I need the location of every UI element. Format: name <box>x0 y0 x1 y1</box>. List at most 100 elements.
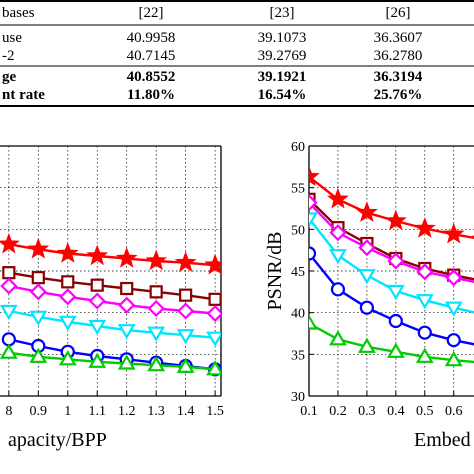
results-table: bases [22] [23] [26] use 40.9958 39.1073… <box>0 0 474 107</box>
chart-left-data-point <box>208 292 221 306</box>
chart-right-data-point <box>415 294 434 310</box>
chart-left-data-point <box>58 315 77 332</box>
chart-left-data-point <box>0 304 18 321</box>
chart-right-data-point <box>309 314 318 330</box>
chart-left-data-point <box>147 355 166 372</box>
chart-left-data-point <box>61 275 75 289</box>
chart-right-series-layer <box>309 165 474 369</box>
chart-left-data-point <box>88 292 106 310</box>
table-cell: 11.80% <box>127 87 175 103</box>
chart-left-data-point <box>0 277 18 295</box>
chart-right-data-point <box>444 301 463 317</box>
chart-left-data-point <box>90 278 104 292</box>
chart-left-data-point <box>29 347 48 363</box>
chart-right-y-tick-label: 60 <box>291 140 305 155</box>
chart-right-x-tick-label: 0.2 <box>329 404 347 419</box>
chart-right-series-line <box>309 252 474 346</box>
chart-left-x-tick-label: 1.5 <box>206 404 224 419</box>
chart-right-data-point <box>388 313 403 329</box>
chart-left-data-point <box>27 237 50 259</box>
chart-right-data-point <box>359 300 374 315</box>
chart-left-data-point <box>88 352 107 368</box>
chart-right-y-tick-label: 55 <box>291 182 305 197</box>
table-cell: 39.1073 <box>258 30 307 46</box>
chart-left: apacity/BPP 8 0.9 1 1.1 1.2 1.3 1.4 1.5 <box>0 145 224 451</box>
chart-left-data-point <box>176 329 195 345</box>
chart-left-data-point <box>117 324 136 340</box>
chart-right-data-point <box>387 252 405 270</box>
table-cell: 36.3607 <box>374 30 423 46</box>
chart-right-y-tick-label: 35 <box>291 348 305 363</box>
chart-right-data-point <box>329 249 347 265</box>
chart-left-data-point <box>2 266 16 280</box>
chart-left-data-point <box>56 242 79 263</box>
table-cell: 40.7145 <box>127 48 176 64</box>
chart-right-data-point <box>327 187 349 209</box>
chart-right-data-point <box>445 269 463 287</box>
chart-right-data-point <box>357 337 376 353</box>
chart-left-data-point <box>88 319 107 336</box>
table-row-label: -2 <box>2 48 15 64</box>
chart-left-data-point <box>120 281 134 296</box>
chart-right-data-point <box>386 342 405 358</box>
chart-right-data-point <box>357 269 376 285</box>
chart-left-x-tick-label: 1.2 <box>118 404 136 419</box>
chart-right: Embed PSNR/dB 0.1 0.2 0.3 0.4 0.5 0.6 30 35 40 45… <box>264 140 474 451</box>
chart-left-data-point <box>115 247 138 268</box>
chart-left-data-point <box>117 354 136 370</box>
chart-left-series-layer <box>0 232 221 377</box>
chart-left-data-point <box>86 244 109 266</box>
chart-right-y-tick-label: 45 <box>291 265 305 280</box>
table-cell: 39.1921 <box>258 69 307 85</box>
chart-right-data-point <box>309 212 318 228</box>
table-header-col-23: [23] <box>270 5 295 21</box>
chart-right-x-tick-label: 0.6 <box>445 404 463 419</box>
table-cell: 25.76% <box>374 87 423 103</box>
chart-right-data-point <box>356 201 378 222</box>
chart-right-data-point <box>358 239 376 257</box>
table-row-label: use <box>2 30 22 46</box>
chart-left-data-point <box>29 283 47 301</box>
chart-right-data-point <box>386 284 405 301</box>
chart-left-data-point <box>206 304 221 323</box>
chart-right-data-point <box>416 263 434 281</box>
chart-right-data-point <box>446 333 461 348</box>
chart-left-x-tick-label: 1 <box>64 404 71 419</box>
chart-left-x-tick-label: 1.1 <box>88 404 106 419</box>
chart-left-data-point <box>147 299 165 318</box>
table-cell: 16.54% <box>258 87 307 103</box>
chart-left-xlabel: apacity/BPP <box>8 429 107 451</box>
chart-right-data-point <box>444 350 463 367</box>
chart-right-x-tick-label: 0.5 <box>416 404 434 419</box>
chart-right-data-point <box>330 282 346 297</box>
chart-right-x-tick-label: 0.1 <box>300 404 318 419</box>
chart-left-data-point <box>118 296 136 314</box>
chart-right-data-point <box>309 246 317 261</box>
chart-right-data-point <box>442 222 465 244</box>
chart-right-xlabel: Embed <box>414 429 471 451</box>
table-cell: 36.2780 <box>374 48 423 64</box>
chart-left-x-tick-label: 0.9 <box>30 404 48 419</box>
chart-left-data-point <box>147 326 166 342</box>
table-row-label: nt rate <box>2 87 45 103</box>
table-cell: 39.2769 <box>258 48 307 64</box>
table-header-col-22: [22] <box>139 5 164 21</box>
chart-right-y-tick-label: 40 <box>291 307 305 322</box>
chart-right-data-point <box>329 330 347 346</box>
chart-left-data-point <box>179 288 193 302</box>
chart-right-y-tick-label: 30 <box>291 390 305 405</box>
chart-left-data-point <box>145 249 168 271</box>
chart-right-data-point <box>413 217 436 238</box>
chart-left-data-point <box>149 285 163 299</box>
chart-left-data-point <box>0 232 20 254</box>
chart-left-data-point <box>31 271 45 285</box>
chart-right-data-point <box>417 325 432 340</box>
chart-right-y-tick-label: 50 <box>291 223 305 238</box>
chart-left-x-tick-label: 1.3 <box>147 404 165 419</box>
chart-left-data-point <box>29 310 48 327</box>
table-cell: 36.3194 <box>374 69 423 85</box>
chart-right-data-point <box>384 209 407 231</box>
table-cell: 40.8552 <box>127 69 176 85</box>
chart-left-data-point <box>0 343 18 359</box>
